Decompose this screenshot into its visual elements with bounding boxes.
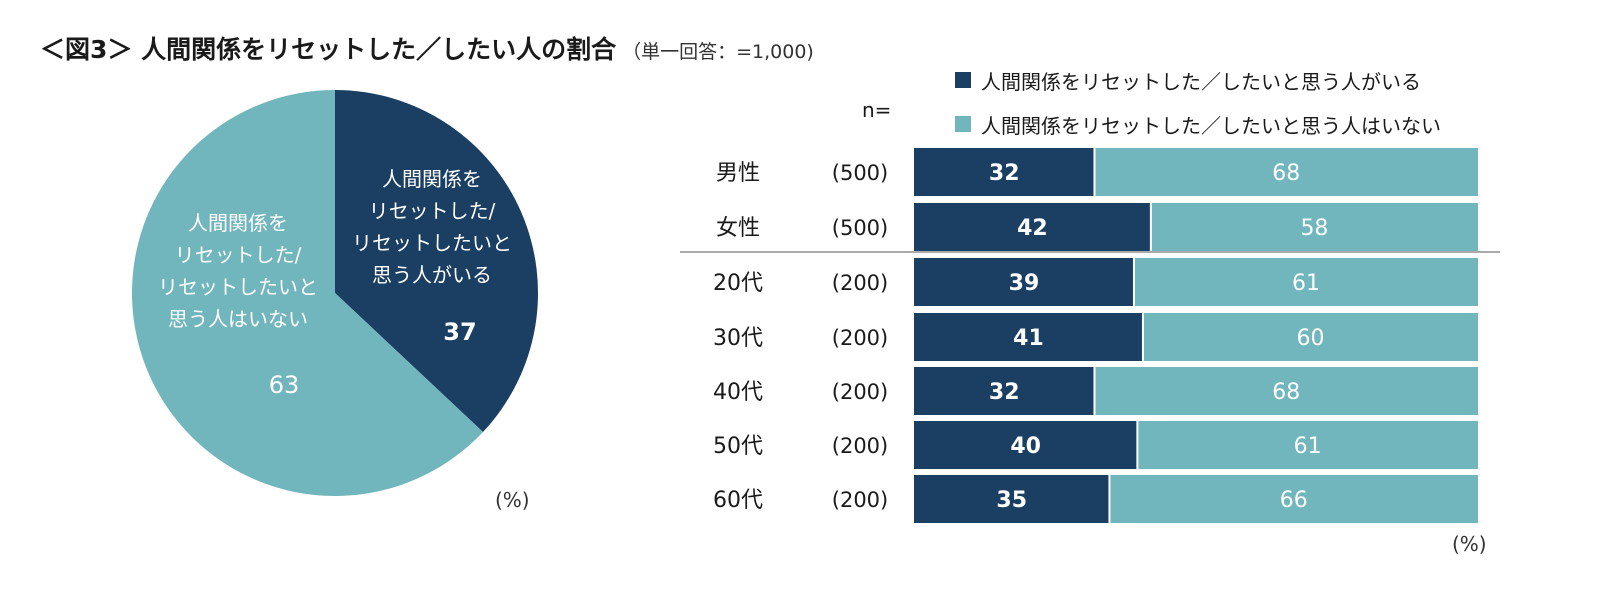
pie-slice-label: 人間関係を — [382, 167, 482, 191]
bar-separator — [1093, 148, 1096, 196]
legend: 人間関係をリセットした／したいと思う人がいる 人間関係をリセットした／したいと思… — [955, 58, 1441, 146]
bar-segment-no — [1137, 421, 1478, 469]
category-label: 女性 — [716, 216, 760, 241]
n-value: (200) — [832, 326, 888, 350]
pie-slice-label: 思う人がいる — [372, 263, 492, 287]
bar-segment-yes — [914, 148, 1095, 196]
bar-value-no: 61 — [1294, 434, 1322, 459]
bar-segment-yes — [914, 313, 1143, 361]
legend-swatch-no — [955, 116, 971, 132]
pie-slice — [131, 90, 483, 496]
pie-value-label: 37 — [443, 318, 476, 346]
bar-segment-no — [1094, 367, 1478, 415]
legend-label-no: 人間関係をリセットした／したいと思う人はいない — [981, 113, 1441, 138]
bar-segment-yes — [914, 258, 1134, 306]
bar-segment-no — [1133, 258, 1478, 306]
bar-value-no: 61 — [1292, 271, 1320, 296]
bar-segment-yes — [914, 475, 1110, 523]
pie-unit-label: (%) — [495, 488, 530, 512]
category-label: 30代 — [713, 326, 763, 351]
pie-slice-label: 思う人はいない — [168, 307, 308, 331]
category-label: 50代 — [713, 434, 763, 459]
chart-title: ＜図3＞ 人間関係をリセットした／したい人の割合 （単一回答：=1,000) — [40, 30, 814, 66]
title-sub: （単一回答：=1,000) — [622, 41, 814, 63]
bar-value-yes: 35 — [996, 488, 1027, 513]
bar-segment-no — [1094, 148, 1478, 196]
bar-separator — [1093, 367, 1096, 415]
bar-value-yes: 40 — [1010, 434, 1041, 459]
bar-value-no: 58 — [1300, 216, 1328, 241]
bar-value-yes: 39 — [1009, 271, 1040, 296]
legend-item-no: 人間関係をリセットした／したいと思う人はいない — [955, 102, 1441, 146]
legend-label-yes: 人間関係をリセットした／したいと思う人がいる — [981, 69, 1421, 94]
category-label: 40代 — [713, 380, 763, 405]
bar-unit-label: (%) — [1452, 532, 1487, 556]
bar-segment-no — [1142, 313, 1478, 361]
n-value: (200) — [832, 271, 888, 295]
bar-separator — [1136, 421, 1139, 469]
pie-value-label: 63 — [269, 371, 300, 399]
pie-slice-label: 人間関係を — [188, 211, 288, 235]
legend-item-yes: 人間関係をリセットした／したいと思う人がいる — [955, 58, 1441, 102]
bar-separator — [1149, 203, 1152, 251]
n-value: (200) — [832, 434, 888, 458]
pie-slice — [335, 90, 538, 432]
title-main: ＜図3＞ 人間関係をリセットした／したい人の割合 — [40, 35, 617, 64]
n-value: (200) — [832, 380, 888, 404]
bar-value-yes: 32 — [989, 161, 1020, 186]
category-label: 20代 — [713, 271, 763, 296]
bar-value-no: 68 — [1272, 380, 1300, 405]
bar-segment-yes — [914, 367, 1095, 415]
bar-separator — [1132, 258, 1135, 306]
n-value: (500) — [832, 161, 888, 185]
bar-value-yes: 42 — [1017, 216, 1048, 241]
n-value: (200) — [832, 488, 888, 512]
n-value: (500) — [832, 216, 888, 240]
bar-value-no: 68 — [1272, 161, 1300, 186]
pie-slice-label: リセットしたいと — [158, 275, 318, 299]
bar-value-no: 66 — [1280, 488, 1308, 513]
pie-slice-label: リセットした/ — [175, 243, 302, 267]
bar-segment-no — [1150, 203, 1478, 251]
pie-slice-label: リセットしたいと — [352, 231, 512, 255]
bar-value-no: 60 — [1296, 326, 1324, 351]
category-label: 60代 — [713, 488, 763, 513]
bar-value-yes: 32 — [989, 380, 1020, 405]
bar-segment-no — [1109, 475, 1478, 523]
bar-value-yes: 41 — [1013, 326, 1044, 351]
bar-separator — [1141, 313, 1144, 361]
category-label: 男性 — [716, 161, 760, 186]
bar-segment-yes — [914, 203, 1151, 251]
pie-slice-label: リセットした/ — [369, 199, 496, 223]
n-header: n= — [862, 98, 892, 122]
legend-swatch-yes — [955, 72, 971, 88]
bar-separator — [1108, 475, 1111, 523]
bar-segment-yes — [914, 421, 1138, 469]
